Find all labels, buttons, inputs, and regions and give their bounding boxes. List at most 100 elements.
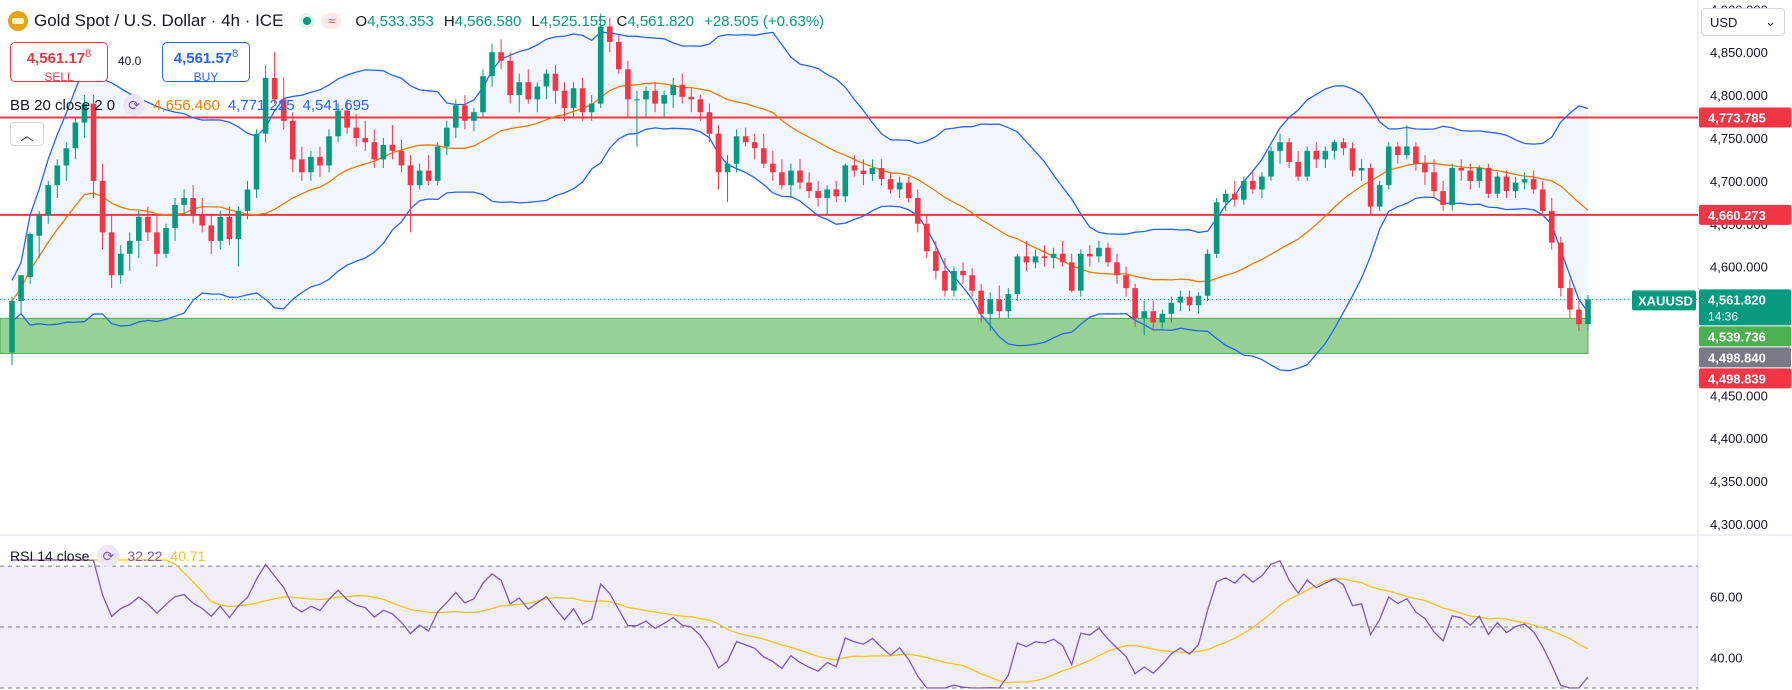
candle[interactable] [643, 90, 649, 100]
candle[interactable] [887, 179, 894, 190]
candle[interactable] [1431, 172, 1437, 192]
candle[interactable] [1213, 202, 1220, 254]
candle[interactable] [824, 189, 830, 199]
candle[interactable] [797, 170, 803, 183]
candle[interactable] [1467, 170, 1474, 181]
candle[interactable] [1286, 142, 1292, 162]
candle[interactable] [878, 167, 885, 180]
candle[interactable] [1068, 262, 1075, 291]
candle[interactable] [154, 232, 160, 254]
candle[interactable] [1358, 167, 1365, 171]
candle[interactable] [1150, 311, 1157, 323]
candle[interactable] [453, 105, 459, 128]
candle[interactable] [652, 90, 658, 104]
candle[interactable] [380, 144, 387, 160]
candle[interactable] [344, 110, 350, 128]
candle[interactable] [996, 299, 1003, 312]
candle[interactable] [552, 73, 559, 91]
candle[interactable] [217, 216, 224, 241]
candle[interactable] [543, 73, 550, 87]
candle[interactable] [1585, 299, 1591, 325]
candle[interactable] [1548, 210, 1555, 243]
candle[interactable] [498, 52, 504, 61]
candle[interactable] [9, 300, 15, 353]
market-open-icon[interactable] [299, 13, 316, 29]
candle[interactable] [1449, 167, 1455, 205]
candle[interactable] [1530, 179, 1537, 190]
candle[interactable] [634, 99, 640, 101]
candle[interactable] [625, 69, 631, 100]
candle[interactable] [45, 185, 52, 216]
candle[interactable] [697, 99, 704, 113]
candle[interactable] [299, 159, 305, 173]
candle[interactable] [1277, 142, 1283, 151]
candle[interactable] [443, 127, 450, 147]
candle[interactable] [289, 120, 296, 160]
candle[interactable] [579, 88, 586, 113]
candle[interactable] [1259, 176, 1265, 190]
candle[interactable] [923, 223, 930, 252]
candle[interactable] [561, 90, 568, 108]
candle[interactable] [1521, 179, 1528, 183]
candle[interactable] [760, 148, 767, 164]
candle[interactable] [317, 156, 323, 166]
candle[interactable] [905, 182, 912, 199]
candle[interactable] [733, 136, 740, 164]
cycle-icon[interactable]: ⟳ [123, 94, 146, 116]
candle[interactable] [226, 216, 233, 240]
candle[interactable] [679, 84, 686, 97]
candle[interactable] [534, 86, 541, 100]
candle[interactable] [724, 163, 731, 173]
candle[interactable] [280, 99, 287, 121]
sell-button[interactable]: 4,561.178 SELL [10, 42, 108, 84]
candle[interactable] [163, 228, 169, 254]
candle[interactable] [1331, 142, 1338, 151]
candle[interactable] [1087, 253, 1093, 257]
candle[interactable] [597, 26, 604, 104]
candle[interactable] [90, 103, 97, 181]
candle[interactable] [1168, 302, 1175, 314]
buy-button[interactable]: 4,561.578 BUY [162, 42, 250, 84]
candle[interactable] [525, 82, 532, 100]
rsi-legend[interactable]: RSI 14 close ⟳ 32.22 40.71 [10, 545, 205, 567]
candle[interactable] [1123, 275, 1129, 289]
candle[interactable] [416, 170, 423, 186]
collapse-indicators-button[interactable]: ︿ [10, 122, 44, 146]
currency-select[interactable]: USD ⌄ [1701, 8, 1785, 36]
candle[interactable] [1059, 253, 1066, 263]
candle[interactable] [36, 215, 42, 236]
candle[interactable] [1186, 296, 1193, 306]
candle[interactable] [1458, 167, 1465, 171]
candle[interactable] [1313, 150, 1320, 160]
candle[interactable] [1422, 163, 1428, 173]
candle[interactable] [588, 103, 595, 113]
candle[interactable] [362, 137, 369, 143]
candle[interactable] [271, 77, 278, 100]
candle[interactable] [1340, 142, 1347, 149]
candle[interactable] [978, 290, 984, 314]
candle[interactable] [199, 215, 206, 226]
candle[interactable] [779, 172, 785, 186]
candle[interactable] [1231, 193, 1238, 200]
candle[interactable] [1041, 256, 1048, 259]
candle[interactable] [1114, 262, 1120, 276]
candle[interactable] [27, 234, 33, 277]
candle[interactable] [1005, 294, 1012, 312]
candle[interactable] [1494, 176, 1501, 194]
support-zone[interactable] [0, 317, 1589, 354]
candle[interactable] [1195, 295, 1202, 306]
candle[interactable] [1440, 191, 1446, 205]
candle[interactable] [1576, 309, 1582, 325]
candle[interactable] [1485, 167, 1492, 194]
candle[interactable] [63, 148, 70, 166]
candle[interactable] [253, 133, 260, 190]
candle[interactable] [462, 105, 468, 121]
symbol-title[interactable]: Gold Spot / U.S. Dollar · 4h · ICE [34, 11, 284, 30]
candle[interactable] [1023, 256, 1030, 263]
candle[interactable] [770, 163, 776, 173]
candle[interactable] [1394, 146, 1401, 156]
candle[interactable] [190, 198, 196, 216]
candle[interactable] [1077, 253, 1084, 291]
candle[interactable] [860, 170, 867, 174]
candle[interactable] [126, 240, 133, 254]
